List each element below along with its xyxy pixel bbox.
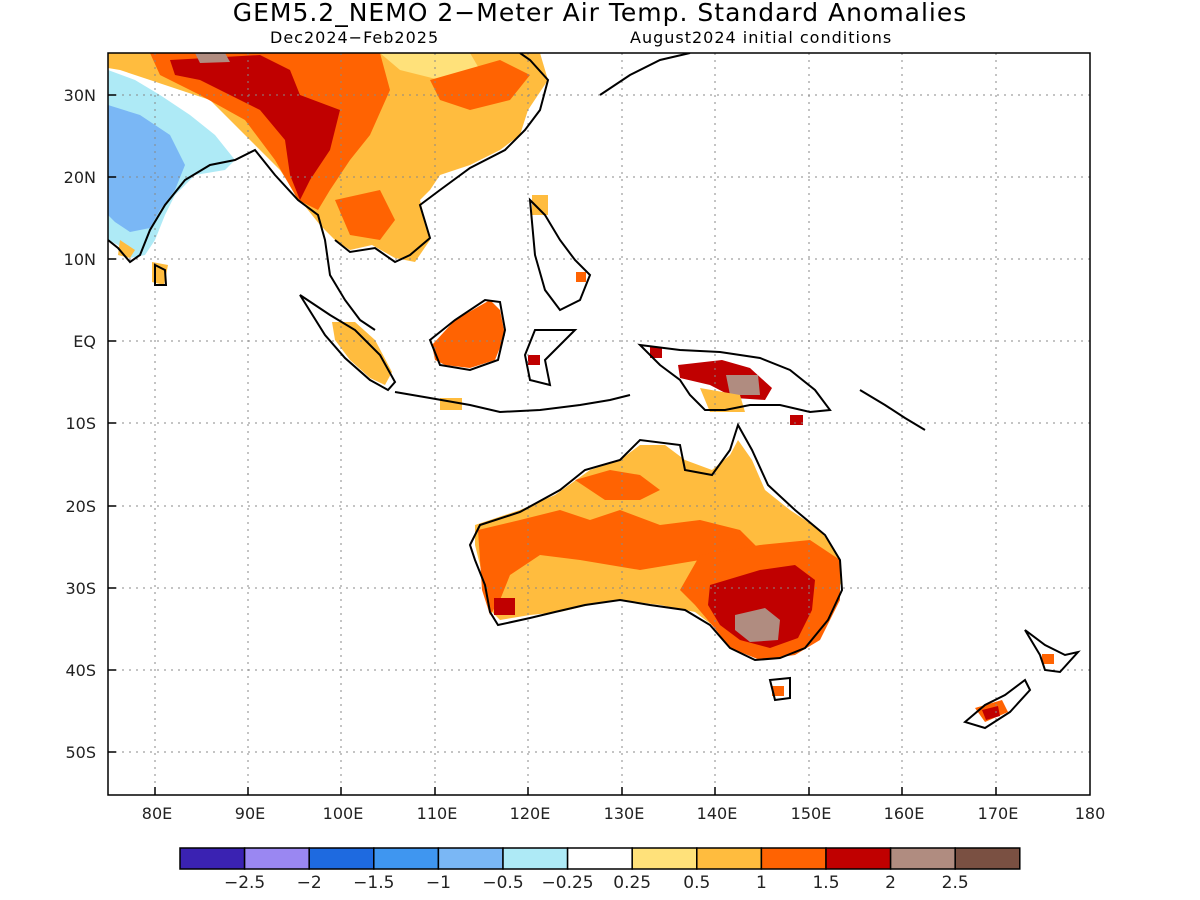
x-tick-label: 130E — [604, 804, 645, 823]
chart-title: GEM5.2_NEMO 2−Meter Air Temp. Standard A… — [232, 0, 968, 27]
field-philippines — [576, 272, 586, 282]
colorbar-swatch — [889, 847, 956, 870]
field-borneo — [432, 300, 505, 368]
x-tick-label: 150E — [791, 804, 832, 823]
field-tasmania — [772, 686, 784, 696]
coast-newguinea — [637, 343, 832, 414]
x-tick-label: 180 — [1075, 804, 1106, 823]
y-tick-label: 50S — [65, 743, 96, 762]
axis-ticks — [108, 94, 997, 795]
coast-philippines — [528, 197, 592, 312]
y-tick-label: 20N — [64, 168, 96, 187]
field-asia-red — [170, 55, 340, 200]
gridlines — [108, 53, 1090, 795]
coastlines — [108, 53, 1081, 730]
colorbar-label: 2 — [885, 873, 896, 893]
field-taiwan — [532, 195, 548, 215]
x-tick-label: 110E — [417, 804, 458, 823]
field-newguinea-west — [650, 347, 662, 358]
colorbar-label: −1.5 — [353, 873, 394, 893]
colorbar-swatch — [437, 847, 504, 870]
coast-solomons — [859, 389, 926, 431]
field-nz-north — [1042, 654, 1054, 664]
anomaly-fields — [108, 53, 1054, 722]
coast-java — [394, 391, 631, 414]
colorbar-label: −0.25 — [542, 873, 594, 893]
field-sulawesi — [528, 355, 540, 365]
coast-nz-south — [962, 678, 1032, 730]
y-tick-label: 10N — [64, 250, 96, 269]
field-australia-peak — [735, 608, 780, 642]
colorbar-label: 1.5 — [812, 873, 839, 893]
x-tick-label: 120E — [510, 804, 551, 823]
field-australia-orange-north — [575, 470, 660, 500]
coast-japan — [599, 53, 691, 96]
colorbar-swatch — [696, 847, 763, 870]
colorbar-swatch — [243, 847, 310, 870]
coast-sulawesi — [523, 329, 578, 387]
colorbar-swatch — [179, 847, 246, 870]
coast-asia — [108, 53, 550, 331]
x-tick-labels: 80E 90E 100E 110E 120E 130E 140E 150E 16… — [142, 804, 1106, 823]
x-tick-label: 80E — [142, 804, 172, 823]
field-indochina — [335, 190, 395, 240]
field-sumatra — [332, 322, 392, 385]
colorbar-swatch — [308, 847, 375, 870]
x-tick-label: 100E — [323, 804, 364, 823]
colorbar — [179, 847, 1021, 870]
field-newguinea-south — [700, 388, 745, 412]
y-tick-label: 20S — [65, 497, 96, 516]
field-asia-orange — [150, 53, 390, 210]
colorbar-label: −1 — [426, 873, 451, 893]
y-tick-label: 10S — [65, 414, 96, 433]
coast-australia — [468, 422, 844, 662]
field-nz-south-red — [982, 706, 1000, 720]
field-india-blue — [108, 105, 185, 232]
colorbar-label: 0.5 — [683, 873, 710, 893]
x-tick-label: 170E — [978, 804, 1019, 823]
coast-tasmania — [768, 676, 791, 702]
field-tibet-peak — [195, 53, 230, 63]
field-newbritain — [790, 415, 803, 425]
colorbar-swatch — [954, 847, 1021, 870]
field-newguinea-peak — [726, 375, 760, 395]
y-tick-label: 40S — [65, 661, 96, 680]
colorbar-swatch — [631, 847, 698, 870]
chart-subtitle-initial-conditions: August2024 initial conditions — [630, 28, 893, 47]
coast-nz-north — [1024, 629, 1081, 674]
field-australia-sw-red — [494, 598, 515, 615]
x-tick-label: 90E — [235, 804, 265, 823]
colorbar-swatch — [373, 847, 440, 870]
plot-frame — [107, 52, 1091, 796]
coast-sumatra — [299, 294, 397, 392]
chart-subtitle-period: Dec2024−Feb2025 — [270, 28, 440, 47]
field-asia-orange-east — [430, 60, 530, 110]
x-tick-label: 140E — [697, 804, 738, 823]
y-tick-labels: 30N 20N 10N EQ 10S 20S 30S 40S 50S — [64, 86, 96, 762]
coast-srilanka — [154, 263, 168, 286]
colorbar-swatch — [566, 847, 633, 870]
colorbar-swatch — [502, 847, 569, 870]
colorbar-labels: −2.5 −2 −1.5 −1 −0.5 −0.25 0.25 0.5 1 1.5 2 2.5 — [224, 873, 969, 893]
y-tick-label: EQ — [73, 332, 96, 351]
colorbar-swatch — [825, 847, 892, 870]
coast-borneo — [428, 298, 507, 372]
colorbar-label: −2 — [297, 873, 322, 893]
colorbar-label: 0.25 — [613, 873, 651, 893]
colorbar-label: −2.5 — [224, 873, 265, 893]
y-tick-label: 30N — [64, 86, 96, 105]
colorbar-label: −0.5 — [482, 873, 523, 893]
colorbar-label: 2.5 — [942, 873, 969, 893]
colorbar-label: 1 — [756, 873, 767, 893]
field-australia-orange-west — [478, 510, 760, 615]
field-australia-red — [708, 565, 815, 648]
y-tick-label: 30S — [65, 579, 96, 598]
colorbar-swatch — [760, 847, 827, 870]
x-tick-label: 160E — [884, 804, 925, 823]
